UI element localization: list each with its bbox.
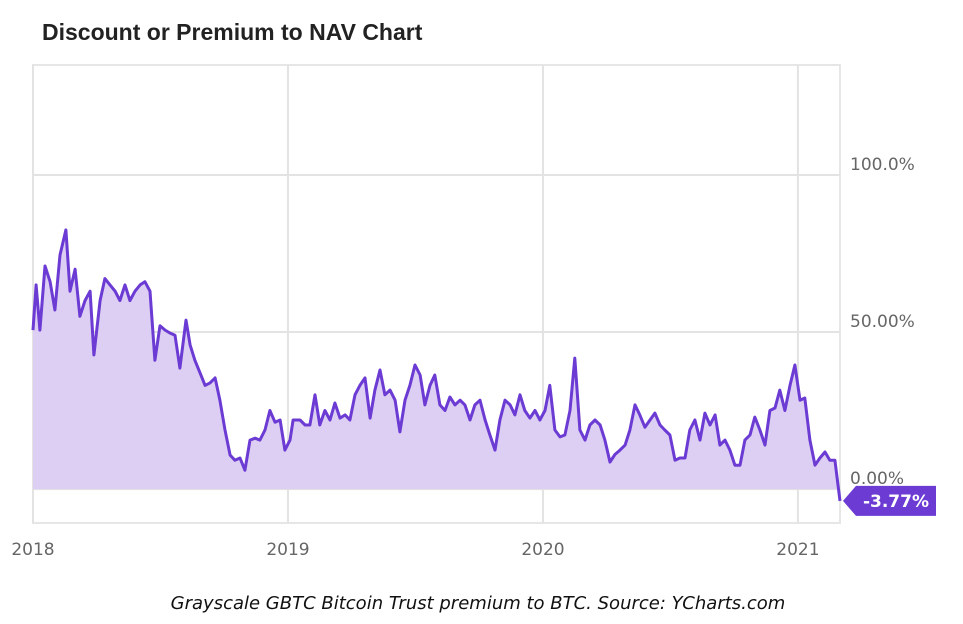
caption: Grayscale GBTC Bitcoin Trust premium to … (171, 593, 786, 614)
x-tick-label: 2021 (776, 540, 819, 560)
last-value-label: -3.77% (863, 492, 929, 512)
line (31, 228, 842, 502)
y-tick-label: 50.00% (850, 312, 915, 332)
area-fill (33, 229, 840, 501)
x-tick-label: 2019 (266, 540, 309, 560)
x-tick-label: 2018 (11, 540, 54, 560)
last-value-tag (843, 485, 936, 516)
y-tick-label: 0.00% (850, 469, 904, 489)
chart-title: Discount or Premium to NAV Chart (42, 19, 423, 45)
plot (31, 228, 842, 502)
y-tick-label: 100.0% (850, 155, 915, 175)
x-tick-label: 2020 (521, 540, 564, 560)
labels: 0.00% 50.00% 100.0% 2018 2019 2020 2021 -3.77% (11, 155, 936, 560)
